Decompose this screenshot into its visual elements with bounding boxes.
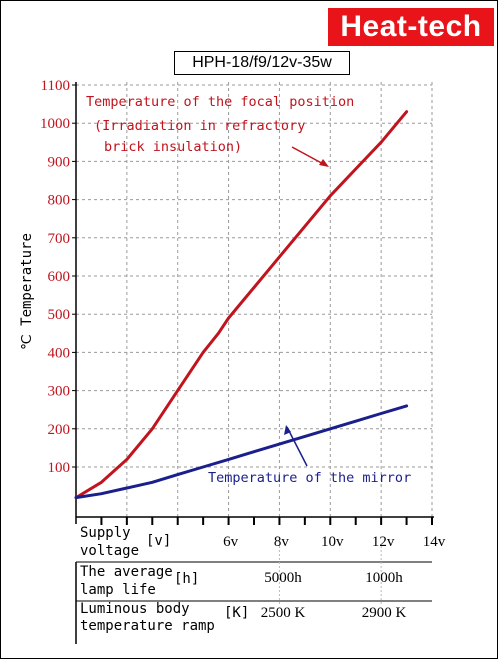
row-value: 5000h bbox=[264, 570, 302, 586]
data-point-mirror bbox=[227, 458, 230, 461]
x-tick-label: 8v bbox=[274, 534, 290, 550]
y-tick-label: 100 bbox=[48, 460, 71, 476]
data-point-mirror bbox=[303, 435, 307, 438]
data-point-mirror bbox=[125, 486, 129, 490]
data-point-mirror bbox=[151, 481, 154, 484]
data-point-focal bbox=[227, 316, 230, 320]
row-unit: [v] bbox=[146, 533, 171, 549]
y-tick-label: 1100 bbox=[41, 78, 70, 94]
data-point-mirror bbox=[329, 427, 332, 430]
focal-annotation-line-1: Temperature of the focal position bbox=[86, 94, 354, 110]
focal-annotation-line-2: (Irradiation in refractory bbox=[94, 118, 305, 134]
data-point-focal bbox=[176, 389, 179, 392]
data-point-focal bbox=[303, 225, 307, 228]
data-point-focal bbox=[278, 255, 281, 259]
data-point-mirror bbox=[405, 404, 408, 408]
brand-logo: Heat-tech bbox=[328, 8, 494, 46]
series-line-focal bbox=[74, 110, 409, 500]
row-value: 1000h bbox=[365, 570, 403, 586]
x-tick-label: 14v bbox=[423, 534, 446, 550]
row-unit: [h] bbox=[174, 571, 199, 587]
y-tick-label: 600 bbox=[48, 269, 71, 285]
data-point-mirror bbox=[252, 450, 256, 453]
x-tick-label: 6v bbox=[223, 534, 239, 550]
mirror-arrow-head bbox=[284, 425, 291, 435]
y-tick-label: 700 bbox=[48, 231, 71, 247]
data-point-focal bbox=[379, 141, 383, 144]
focal-annotation-line-3: brick insulation) bbox=[104, 139, 242, 155]
row-label-line-2: lamp life bbox=[80, 582, 156, 598]
row-value: 2500 K bbox=[261, 605, 306, 621]
row-label-line-2: temperature ramp bbox=[80, 618, 215, 634]
data-point-focal bbox=[217, 332, 220, 335]
series-line-mirror bbox=[74, 404, 409, 500]
data-point-focal bbox=[329, 194, 332, 197]
y-tick-label: 300 bbox=[48, 384, 71, 400]
data-point-mirror bbox=[100, 492, 103, 495]
row-label-line-1: The average bbox=[80, 564, 173, 580]
y-tick-label: 500 bbox=[48, 307, 71, 323]
row-unit: [K] bbox=[224, 605, 249, 621]
y-tick-label: 400 bbox=[48, 345, 71, 361]
model-label: HPH-18/f9/12v-35w bbox=[174, 51, 350, 75]
data-point-focal bbox=[151, 427, 154, 430]
data-point-focal bbox=[354, 167, 357, 171]
row-label-line-2: voltage bbox=[80, 543, 139, 559]
data-point-mirror bbox=[354, 419, 357, 423]
data-point-focal bbox=[201, 351, 205, 354]
x-tick-label: 12v bbox=[372, 534, 395, 550]
data-point-focal bbox=[100, 481, 103, 484]
data-point-mirror bbox=[201, 465, 205, 469]
row-value: 2900 K bbox=[362, 605, 407, 621]
y-tick-label: 200 bbox=[48, 422, 71, 438]
focal-arrow-head bbox=[319, 159, 329, 167]
y-tick-label: 1000 bbox=[40, 116, 70, 132]
data-point-focal bbox=[405, 110, 408, 113]
row-label-line-1: Supply bbox=[80, 525, 131, 541]
x-tick-label: 10v bbox=[321, 534, 344, 550]
y-tick-label: 800 bbox=[48, 193, 71, 209]
data-point-mirror bbox=[176, 473, 179, 476]
mirror-annotation: Temperature of the mirror bbox=[208, 470, 411, 486]
data-point-mirror bbox=[278, 442, 281, 446]
row-label-line-1: Luminous body bbox=[80, 601, 190, 617]
mirror-annotation-leader bbox=[286, 426, 308, 467]
y-axis-title: ℃ Temperature bbox=[19, 233, 35, 350]
data-point-focal bbox=[252, 286, 256, 289]
data-point-mirror bbox=[379, 412, 383, 415]
y-tick-label: 900 bbox=[48, 154, 71, 170]
data-point-mirror bbox=[74, 496, 78, 499]
data-point-focal bbox=[125, 458, 129, 461]
